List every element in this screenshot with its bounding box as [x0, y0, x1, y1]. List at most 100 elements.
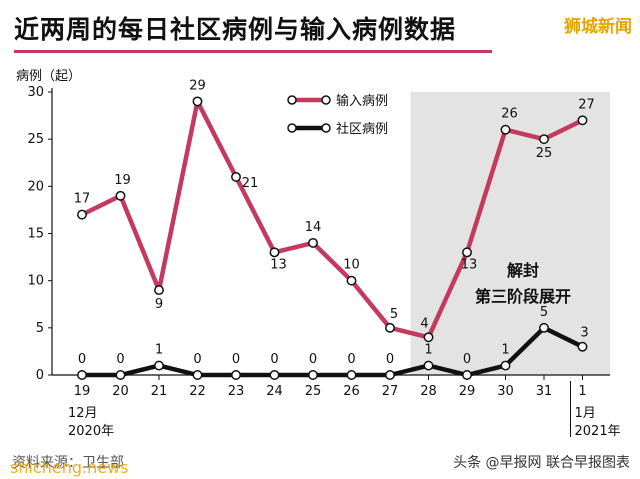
data-point	[308, 370, 318, 380]
data-point	[462, 370, 472, 380]
data-point	[77, 209, 87, 220]
data-label-imported: 9	[155, 297, 163, 312]
y-tick-label: 10	[27, 274, 44, 289]
data-label-imported: 19	[114, 173, 131, 188]
y-axis-title: 病例（起）	[16, 69, 81, 84]
data-label-community: 0	[309, 352, 317, 367]
data-label-community: 0	[116, 352, 124, 367]
x-tick-label: 1	[578, 384, 586, 399]
x-tick-label: 19	[74, 384, 91, 399]
legend-marker	[287, 123, 297, 133]
x-tick-label: 22	[189, 384, 206, 399]
data-point	[231, 171, 241, 182]
data-point	[115, 370, 126, 380]
legend-label: 社区病例	[336, 121, 388, 137]
data-label-imported: 21	[242, 176, 259, 191]
data-point	[192, 96, 203, 107]
data-label-imported: 10	[343, 258, 360, 273]
data-label-community: 1	[155, 343, 163, 358]
data-point	[539, 322, 549, 333]
data-point	[115, 190, 126, 201]
y-tick-label: 20	[27, 179, 44, 194]
data-point	[577, 115, 588, 126]
x-tick-label: 25	[305, 384, 322, 399]
data-label-imported: 13	[461, 257, 478, 272]
watermark: shicheng.news	[10, 458, 129, 477]
x-tick-label: 31	[536, 384, 553, 399]
data-label-imported: 13	[270, 257, 287, 272]
source-note: 资料来源：卫生部	[12, 455, 124, 471]
legend-marker	[321, 123, 331, 133]
data-label-imported: 29	[189, 78, 206, 93]
data-label-imported: 14	[305, 220, 322, 235]
y-tick-label: 5	[36, 321, 44, 336]
data-label-imported: 5	[390, 307, 398, 322]
data-label-community: 3	[580, 326, 588, 341]
y-tick-label: 0	[36, 368, 44, 383]
data-label-community: 1	[424, 343, 432, 358]
data-label-community: 1	[501, 343, 509, 358]
x-tick-label: 20	[112, 384, 129, 399]
data-point	[269, 247, 280, 258]
shaded-region	[410, 92, 610, 375]
x-tick-label: 27	[382, 384, 399, 399]
title-underline	[14, 50, 492, 53]
data-point	[385, 370, 395, 380]
y-tick-label: 15	[27, 227, 44, 242]
data-point	[231, 370, 241, 380]
month-label: 1月	[575, 406, 596, 421]
data-point	[269, 370, 280, 380]
data-label-imported: 26	[501, 107, 518, 122]
legend-marker	[287, 95, 297, 105]
month-label: 2020年	[68, 424, 114, 439]
x-tick-label: 29	[459, 384, 476, 399]
x-tick-label: 26	[343, 384, 360, 399]
data-label-imported: 17	[74, 192, 91, 207]
y-tick-label: 25	[27, 132, 44, 147]
data-point	[423, 332, 434, 343]
annotation-line: 解封	[507, 261, 539, 280]
data-point	[154, 285, 164, 296]
data-point	[500, 124, 511, 135]
data-point	[192, 370, 203, 380]
data-point	[462, 247, 472, 258]
data-point	[500, 360, 511, 371]
data-label-community: 0	[78, 352, 86, 367]
data-point	[539, 134, 549, 145]
data-label-community: 0	[386, 352, 394, 367]
month-label: 12月	[68, 406, 98, 421]
data-point	[423, 360, 434, 371]
data-label-community: 0	[193, 352, 201, 367]
data-point	[577, 341, 588, 352]
data-label-imported: 25	[536, 146, 553, 161]
x-tick-label: 23	[228, 384, 245, 399]
data-point	[308, 237, 318, 248]
data-label-community: 0	[270, 352, 278, 367]
brand-logo: 狮城新闻	[564, 17, 632, 37]
data-label-community: 0	[232, 352, 240, 367]
x-tick-label: 21	[151, 384, 168, 399]
data-point	[346, 370, 357, 380]
data-label-community: 0	[347, 352, 355, 367]
data-point	[77, 370, 87, 380]
x-tick-label: 24	[266, 384, 283, 399]
legend-label: 输入病例	[336, 93, 388, 109]
chart-title: 近两周的每日社区病例与输入病例数据	[14, 15, 457, 44]
legend-marker	[321, 95, 331, 105]
data-point	[346, 275, 357, 286]
data-label-imported: 27	[578, 97, 595, 112]
x-tick-label: 30	[497, 384, 514, 399]
data-label-community: 0	[463, 352, 471, 367]
credit-note: 头条 @早报网 联合早报图表	[453, 455, 630, 471]
series-line-imported	[79, 99, 585, 340]
series-line-community	[79, 325, 585, 378]
data-label-community: 5	[540, 305, 548, 320]
data-point	[154, 360, 164, 371]
annotation-line: 第三阶段展开	[475, 287, 571, 306]
data-label-imported: 4	[420, 316, 428, 331]
y-tick-label: 30	[27, 85, 44, 100]
month-label: 2021年	[575, 424, 621, 439]
x-tick-label: 28	[420, 384, 437, 399]
data-point	[385, 322, 395, 333]
